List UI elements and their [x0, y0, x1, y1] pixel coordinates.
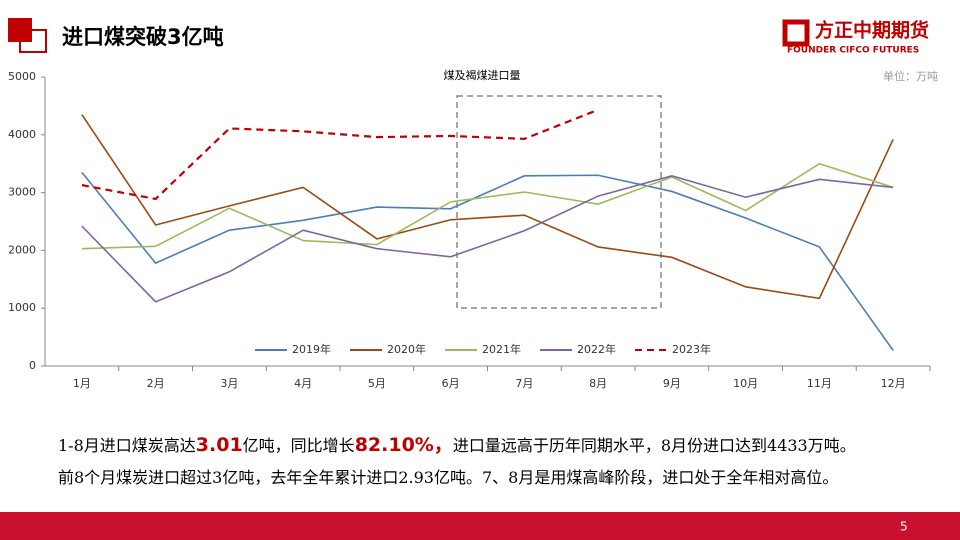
paragraph: 1-8月进口煤炭高达3.01亿吨，同比增长82.10%，进口量远高于历年同期水平… [58, 430, 856, 457]
logo-icon [782, 19, 810, 47]
legend-label: 2020年 [387, 342, 426, 356]
x-tick-label: 9月 [663, 377, 681, 390]
series-line [81, 114, 894, 300]
logo-name: 方正中期期货 [815, 19, 929, 42]
y-tick-label: 2000 [8, 243, 36, 256]
highlight: 3.01 [195, 434, 243, 456]
series-line [81, 108, 599, 201]
x-tick-label: 7月 [515, 377, 533, 390]
x-tick-label: 1月 [73, 377, 91, 390]
x-tick-label: 10月 [733, 377, 758, 390]
logo-sub: FOUNDER CIFCO FUTURES [787, 46, 919, 56]
x-tick-label: 4月 [294, 377, 312, 390]
x-tick-label: 8月 [589, 377, 607, 390]
x-tick-label: 11月 [807, 377, 832, 390]
legend-label: 2019年 [292, 342, 331, 356]
highlight-box [456, 95, 662, 309]
series-line [81, 175, 894, 303]
y-tick-label: 4000 [8, 128, 36, 141]
x-tick-label: 5月 [368, 377, 386, 390]
series-line [81, 171, 894, 351]
header-icon [19, 29, 47, 53]
legend-label: 2023年 [672, 342, 711, 356]
page-number: 5 [900, 520, 908, 534]
chart-title: 煤及褐煤进口量 [444, 68, 521, 82]
header-title: 进口煤突破3亿吨 [62, 25, 224, 49]
y-tick-label: 5000 [8, 70, 36, 83]
text: 进口量远高于历年同期水平，8月份进口达到4433万吨。 [452, 436, 856, 455]
paragraph: 前8个月煤炭进口超过3亿吨，去年全年累计进口2.93亿吨。7、8月是用煤高峰阶段… [58, 468, 839, 487]
y-tick-label: 1000 [8, 301, 36, 314]
x-tick-label: 6月 [442, 377, 460, 390]
highlight: 82.10%， [354, 434, 453, 456]
plot: 0 1000 2000 3000 4000 5000 1月 2月 3月 4月 5月 6月 7月 8月 9月 1… [8, 70, 931, 390]
x-tick-label: 2月 [147, 377, 165, 390]
footer-band [0, 512, 960, 540]
legend-label: 2021年 [482, 342, 521, 356]
x-tick-label: 3月 [220, 377, 238, 390]
text: 亿吨，同比增长 [242, 436, 355, 455]
x-tick-label: 12月 [881, 377, 906, 390]
unit-label: 单位：万吨 [883, 69, 938, 83]
y-tick-label: 0 [29, 359, 36, 372]
text: 1-8月进口煤炭高达 [58, 436, 196, 455]
legend-label: 2022年 [577, 342, 616, 356]
y-tick-label: 3000 [8, 186, 36, 199]
series-line [81, 162, 894, 250]
